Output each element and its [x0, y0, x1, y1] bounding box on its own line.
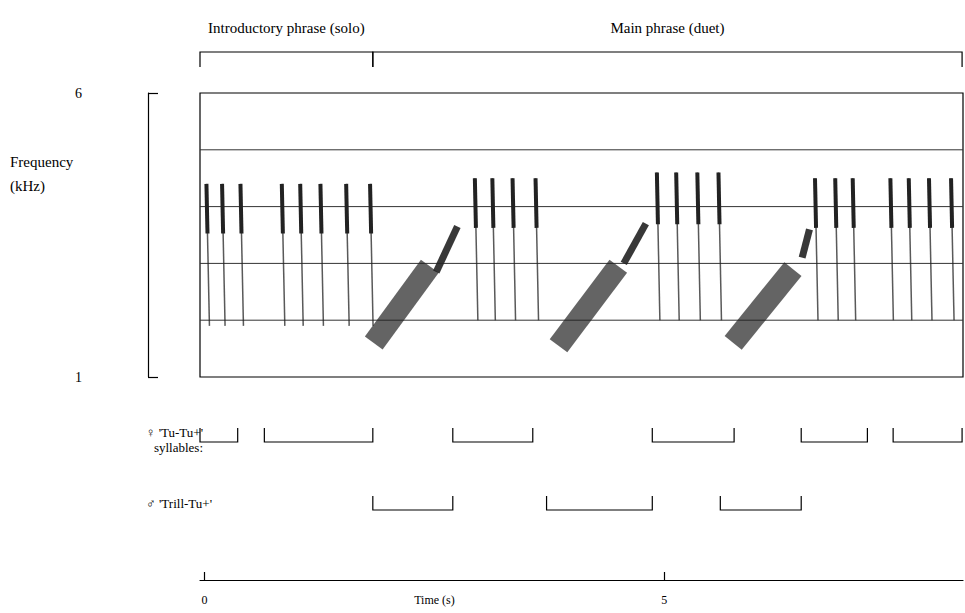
svg-text:Frequency: Frequency: [10, 154, 74, 170]
svg-text:♀ 'Tu-Tu+': ♀ 'Tu-Tu+': [146, 425, 203, 440]
svg-text:6: 6: [75, 86, 82, 101]
svg-text:♂ 'Trill-Tu+': ♂ 'Trill-Tu+': [146, 496, 212, 511]
svg-text:0: 0: [202, 593, 208, 607]
svg-text:1: 1: [75, 370, 82, 385]
svg-text:syllables:: syllables:: [154, 440, 203, 455]
svg-text:5: 5: [661, 593, 667, 607]
svg-text:Time (s): Time (s): [414, 593, 455, 607]
svg-text:(kHz): (kHz): [10, 178, 45, 195]
svg-text:Introductory phrase (solo): Introductory phrase (solo): [208, 20, 365, 37]
svg-text:Main phrase (duet): Main phrase (duet): [610, 20, 724, 37]
